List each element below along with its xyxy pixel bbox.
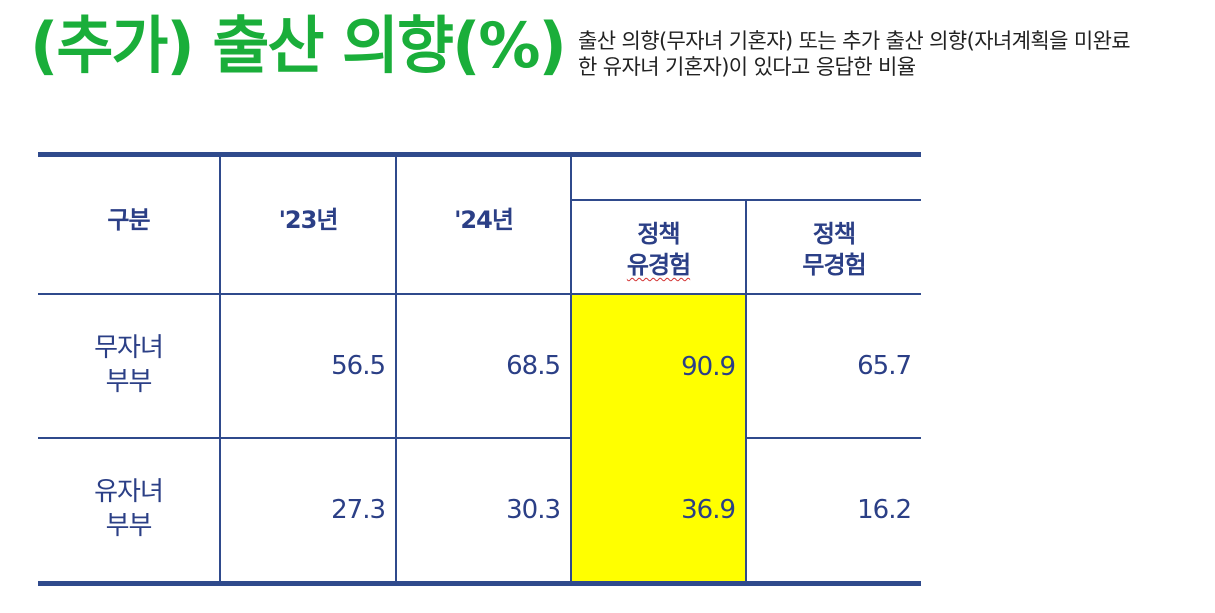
table-bottom-rule: [38, 581, 921, 586]
header-policy-experienced: 정책 유경험: [570, 199, 746, 294]
cell-2023: 27.3: [219, 437, 396, 581]
row-label-line-1: 유자녀: [94, 477, 164, 508]
header-category: 구분: [107, 206, 150, 234]
birth-intention-table: 구분 '23년 '24년 정책 유경험 정책 무경험 무자녀 부부 56.5 6…: [38, 152, 921, 586]
table-row: 무자녀 부부 56.5 68.5 90.9 65.7: [38, 293, 921, 438]
header-policy-not-experienced-line-2: 무경험: [802, 251, 866, 279]
header-2024: '24년: [395, 157, 571, 294]
row-label-line-2: 부부: [105, 367, 153, 397]
cell-policy-not-experienced: 65.7: [745, 293, 921, 438]
table-header-row: 구분 '23년 '24년: [38, 157, 921, 294]
subtitle-description: 출산 의향(무자녀 기혼자) 또는 추가 출산 의향(자녀계획을 미완료 한 유…: [578, 28, 1208, 81]
cell-policy-experienced: 90.9: [570, 294, 746, 438]
header-policy-experienced-line-1: 정책: [637, 219, 680, 248]
header-policy-not-experienced-line-1: 정책: [812, 219, 856, 248]
row-label: 무자녀 부부: [38, 293, 220, 438]
cell-policy-not-experienced: 16.2: [745, 437, 921, 581]
table-row: 유자녀 부부 27.3 30.3 36.9 16.2: [38, 437, 921, 581]
header-2023: '23년: [219, 157, 396, 294]
table-top-rule: [38, 152, 921, 157]
subtitle-line-2: 한 유자녀 기혼자)이 있다고 응답한 비율: [578, 55, 916, 80]
cell-2024: 68.5: [395, 293, 571, 438]
cell-2024: 30.3: [395, 437, 571, 581]
header-policy-not-experienced: 정책 무경험: [745, 199, 921, 294]
row-label: 유자녀 부부: [38, 437, 220, 581]
header-policy-experienced-line-2: 유경험: [626, 251, 691, 279]
row-label-line-2: 부부: [105, 511, 153, 541]
cell-policy-experienced: 36.9: [570, 438, 746, 581]
cell-2023: 56.5: [219, 293, 396, 438]
page-title: (추가) 출산 의향(%): [30, 9, 567, 82]
row-label-line-1: 무자녀: [94, 333, 164, 364]
subtitle-line-1: 출산 의향(무자녀 기혼자) 또는 추가 출산 의향(자녀계획을 미완료: [578, 29, 1131, 53]
